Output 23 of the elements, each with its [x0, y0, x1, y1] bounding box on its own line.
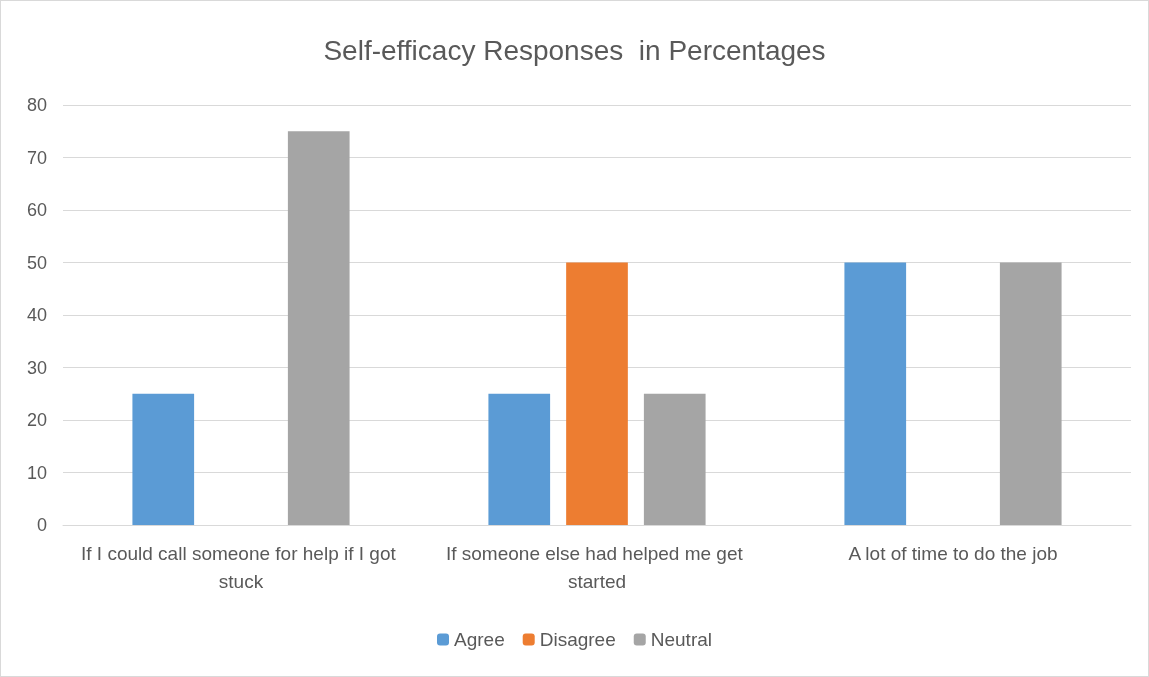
y-tick-label: 60	[26, 200, 47, 220]
chart-title: Self-efficacy Responses in Percentages	[323, 34, 826, 66]
bar	[566, 262, 628, 525]
y-tick-label: 0	[36, 515, 47, 535]
bar	[643, 393, 706, 525]
legend-label: Neutral	[650, 629, 712, 650]
y-tick-label: 10	[26, 462, 47, 483]
bar	[999, 262, 1062, 525]
y-tick-label: 40	[26, 305, 47, 325]
y-tick-label: 20	[26, 410, 47, 430]
bar	[287, 131, 350, 525]
legend-label: Agree	[454, 629, 505, 650]
x-tick-label: A lot of time to do the job	[848, 542, 1058, 564]
y-tick-label: 50	[26, 252, 47, 273]
bar	[132, 393, 195, 525]
bar	[844, 262, 907, 525]
x-tick-label: If someone else had helped me get started	[445, 542, 749, 592]
legend-label: Disagree	[539, 629, 616, 650]
y-tick-label: 70	[26, 147, 47, 168]
bar	[488, 393, 551, 525]
y-tick-label: 80	[26, 95, 47, 115]
y-tick-label: 30	[26, 357, 47, 378]
x-tick-label: If I could call someone for help if I got stuck	[80, 542, 402, 592]
